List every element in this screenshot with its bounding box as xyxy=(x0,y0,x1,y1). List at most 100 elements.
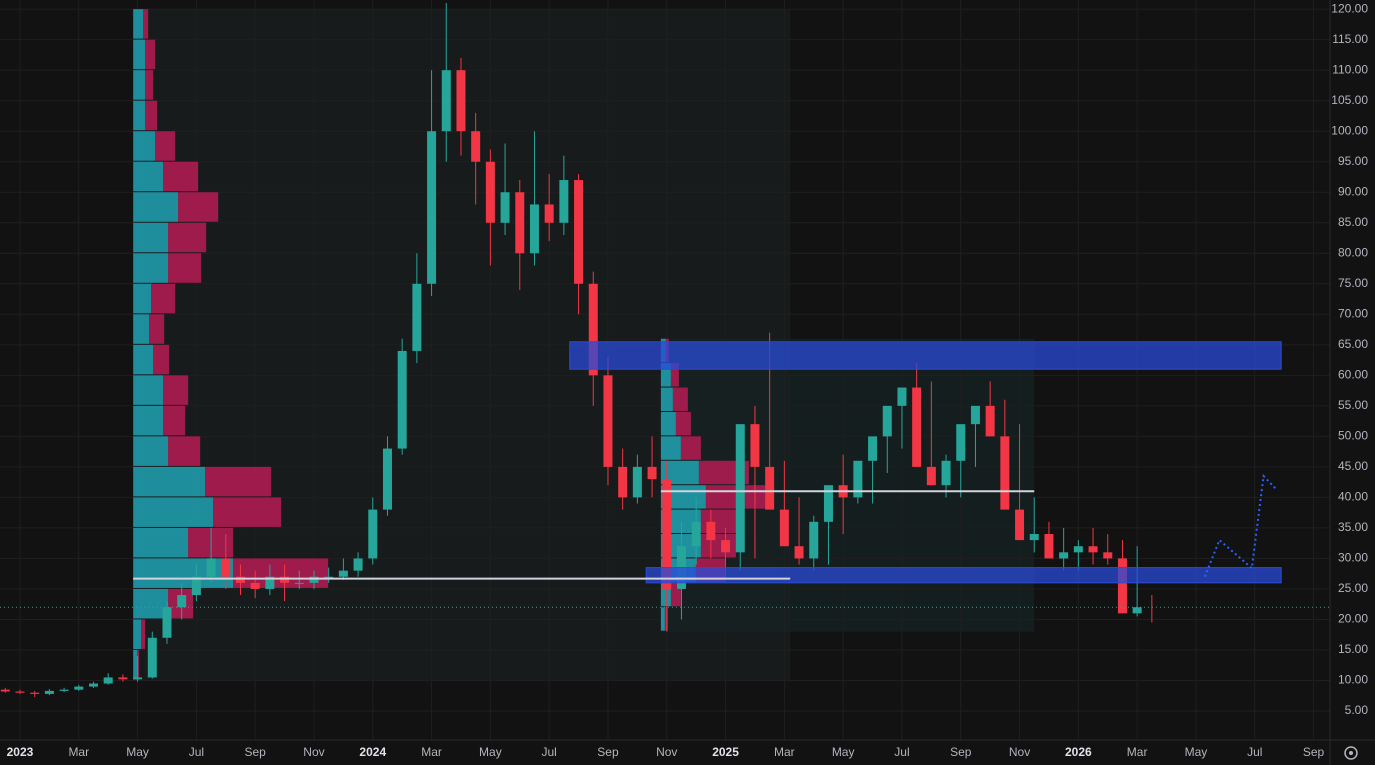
candle-body xyxy=(15,691,25,693)
profile-down xyxy=(149,314,165,344)
profile-up xyxy=(133,558,234,588)
candle-body xyxy=(588,283,598,376)
profile-down xyxy=(680,436,701,460)
candle-body xyxy=(706,521,716,541)
profile-up xyxy=(660,460,699,485)
x-tick-label: 2023 xyxy=(7,745,34,759)
profile-down xyxy=(143,9,149,39)
profile-up xyxy=(133,161,164,192)
candle-body xyxy=(603,375,613,467)
profile-up xyxy=(133,39,146,70)
candle-body xyxy=(721,540,731,553)
profile-up xyxy=(660,607,665,631)
x-tick-label: Jul xyxy=(1247,745,1262,759)
y-tick-label: 105.00 xyxy=(1331,93,1368,107)
candle-body xyxy=(574,180,584,284)
x-tick-label: May xyxy=(126,745,149,759)
candle-body xyxy=(970,405,980,425)
profile-down xyxy=(178,192,219,222)
candle-body xyxy=(765,466,775,510)
profile-down xyxy=(168,436,201,466)
settings-icon[interactable] xyxy=(1344,746,1358,760)
candle-body xyxy=(853,460,863,498)
y-tick-label: 30.00 xyxy=(1338,551,1368,565)
x-tick-label: Jul xyxy=(894,745,909,759)
candle-body xyxy=(1000,436,1010,510)
x-tick-label: Sep xyxy=(1303,745,1325,759)
profile-up xyxy=(133,436,169,466)
candle-body xyxy=(500,192,510,223)
candle-body xyxy=(485,161,495,223)
candle-body xyxy=(1044,534,1054,559)
candle-body xyxy=(397,350,407,449)
candle-body xyxy=(1117,558,1127,614)
candle-body xyxy=(735,424,745,553)
profile-down xyxy=(145,100,158,131)
candle-body xyxy=(809,521,819,559)
plot xyxy=(0,0,1330,740)
profile-down xyxy=(168,222,207,253)
profile-down xyxy=(675,411,691,436)
x-tick-label: Nov xyxy=(1009,745,1030,759)
x-tick-label: Nov xyxy=(656,745,677,759)
profile-up xyxy=(133,9,144,39)
profile-down xyxy=(670,582,681,607)
x-tick-label: 2026 xyxy=(1065,745,1092,759)
x-tick-label: Mar xyxy=(68,745,89,759)
x-tick-label: May xyxy=(832,745,855,759)
zone xyxy=(569,341,1282,370)
profile-down xyxy=(145,39,156,70)
candle-body xyxy=(162,607,172,638)
candle-body xyxy=(265,576,275,589)
candle-body xyxy=(206,558,216,577)
candle-body xyxy=(1073,546,1083,553)
candle-body xyxy=(294,582,304,584)
profile-up xyxy=(660,363,671,387)
y-tick-label: 25.00 xyxy=(1338,581,1368,595)
candle-body xyxy=(1029,534,1039,541)
y-tick-label: 60.00 xyxy=(1338,368,1368,382)
candle-body xyxy=(456,70,466,132)
candle-body xyxy=(794,546,804,559)
candle-body xyxy=(338,570,348,577)
candle-body xyxy=(618,466,628,498)
candle-body xyxy=(382,448,392,510)
zone xyxy=(645,567,1282,584)
y-tick-label: 15.00 xyxy=(1338,642,1368,656)
projection xyxy=(1203,473,1277,578)
candle-body xyxy=(59,689,69,691)
profile-down xyxy=(151,283,176,314)
candle-body xyxy=(868,436,878,461)
candle-body xyxy=(353,558,363,571)
x-tick-label: Jul xyxy=(541,745,556,759)
profile-up xyxy=(660,582,671,607)
candle-body xyxy=(103,677,113,684)
x-tick-label: Mar xyxy=(421,745,442,759)
y-tick-label: 55.00 xyxy=(1338,398,1368,412)
candle-body xyxy=(324,576,334,578)
profile-down xyxy=(233,558,329,588)
y-tick-label: 50.00 xyxy=(1338,429,1368,443)
candle-body xyxy=(309,576,319,583)
profile-up xyxy=(133,283,152,314)
candle-body xyxy=(926,466,936,486)
profile-up xyxy=(660,387,673,411)
candle-body xyxy=(823,485,833,522)
candle-body xyxy=(427,131,437,284)
candle-body xyxy=(1132,607,1142,614)
profile-up xyxy=(133,375,164,405)
y-tick-label: 70.00 xyxy=(1338,306,1368,320)
candle-body xyxy=(912,387,922,467)
y-tick-label: 85.00 xyxy=(1338,215,1368,229)
profile-down xyxy=(163,405,186,436)
profile-down xyxy=(153,344,170,375)
x-tick-label: 2024 xyxy=(359,745,386,759)
x-tick-label: May xyxy=(1185,745,1208,759)
x-tick-label: Mar xyxy=(1127,745,1148,759)
candle-body xyxy=(1103,552,1113,559)
y-tick-label: 10.00 xyxy=(1338,673,1368,687)
x-tick-label: 2025 xyxy=(712,745,739,759)
profile-up xyxy=(133,527,189,558)
profile-up xyxy=(133,314,150,344)
